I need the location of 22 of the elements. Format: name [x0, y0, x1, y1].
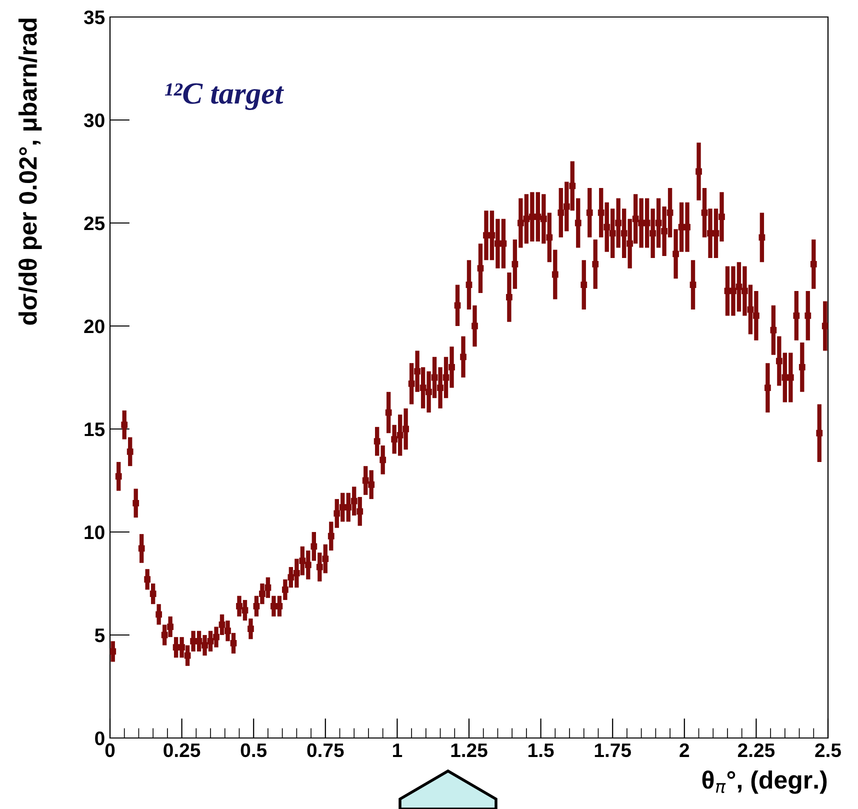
- y-tick-label: 10: [84, 525, 104, 540]
- y-tick-label: 30: [84, 113, 104, 128]
- x-tick-label: 1: [393, 744, 402, 757]
- x-tick-label: 0.75: [307, 743, 344, 758]
- x-tick-label: 0: [105, 743, 115, 758]
- x-tick-label: 1.5: [528, 744, 554, 758]
- y-tick-label: 35: [84, 10, 105, 24]
- y-tick-label: 0: [95, 731, 104, 746]
- x-tick-label: 1.25: [451, 743, 488, 758]
- x-axis-title: θ$_{π}$°, (degr.): [702, 770, 827, 794]
- x-tick-label: 2: [680, 743, 690, 757]
- x-tick-label: 1.75: [594, 744, 631, 758]
- x-tick-label: 2.5: [815, 743, 841, 758]
- y-tick-label: 5: [94, 628, 105, 642]
- x-tick-label: 0.25: [164, 743, 200, 758]
- y-tick-label: 25: [84, 216, 105, 230]
- x-tick-label: 0.5: [240, 743, 267, 758]
- x-tick-label: 2.25: [738, 743, 775, 758]
- y-tick-label: 15: [84, 422, 105, 436]
- annotation: ¹²C target: [164, 83, 284, 110]
- y-tick-label: 20: [84, 319, 104, 334]
- y-axis-title: dσ/dθ per 0.02°, μbarn/rad: [18, 18, 42, 325]
